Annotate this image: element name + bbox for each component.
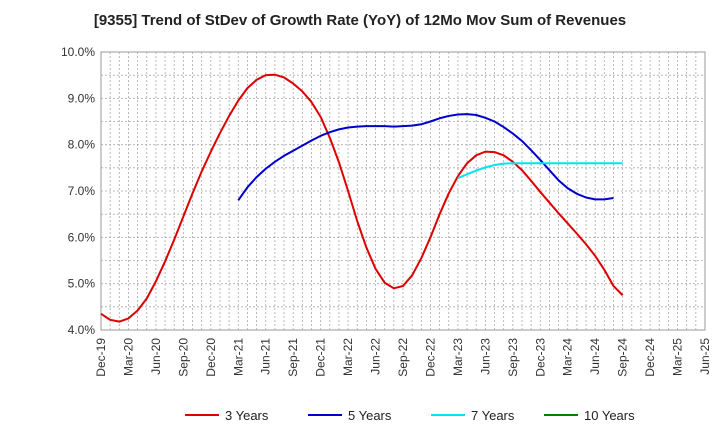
x-tick-label: Jun-20 [149,338,163,375]
legend-label-5-years: 5 Years [348,408,392,423]
x-tick-label: Sep-21 [286,338,300,377]
legend-label-3-years: 3 Years [225,408,269,423]
x-tick-label: Sep-24 [616,338,630,377]
x-tick-label: Mar-23 [451,338,465,376]
grid-layer [100,51,706,331]
x-tick-label: Mar-20 [121,338,135,376]
x-tick-label: Dec-21 [314,338,328,377]
x-tick-label: Jun-24 [588,338,602,375]
x-tick-label: Dec-23 [533,338,547,377]
x-tick-label: Jun-22 [369,338,383,375]
x-tick-label: Dec-20 [204,338,218,377]
x-tick-label: Mar-22 [341,338,355,376]
y-tick-label: 9.0% [68,91,96,105]
series-line-3-years [100,73,624,323]
y-tick-label: 4.0% [68,323,96,337]
x-tick-label: Jun-25 [698,338,712,375]
legend-label-7-years: 7 Years [471,408,515,423]
series-line-5-years [237,113,614,201]
chart-title: [9355] Trend of StDev of Growth Rate (Yo… [93,12,627,29]
x-tick-label: Sep-22 [396,338,410,377]
series-line-7-years [457,162,623,179]
y-tick-label: 8.0% [68,138,96,152]
x-tick-label: Jun-23 [478,338,492,375]
y-tick-label: 10.0% [61,45,95,59]
x-tick-label: Sep-23 [506,338,520,377]
legend-label-10-years: 10 Years [584,408,635,423]
x-tick-label: Dec-24 [643,338,657,377]
y-tick-label: 5.0% [68,277,96,291]
x-tick-label: Mar-24 [561,338,575,376]
axis-layer: 4.0% 5.0% 6.0% 7.0% 8.0% 9.0% 10.0% Dec-19 Mar-2… [61,45,712,377]
x-tick-label: Sep-20 [176,338,190,377]
x-tick-label: Mar-21 [231,338,245,376]
legend: 3 Years 5 Years 7 Years 10 Years [185,408,635,423]
x-tick-label: Mar-25 [671,338,685,376]
x-tick-label: Dec-19 [94,338,108,377]
y-tick-label: 7.0% [68,184,96,198]
series-layer [100,73,624,323]
x-tick-label: Jun-21 [259,338,273,375]
y-tick-label: 6.0% [68,230,96,244]
x-tick-label: Dec-22 [423,338,437,377]
